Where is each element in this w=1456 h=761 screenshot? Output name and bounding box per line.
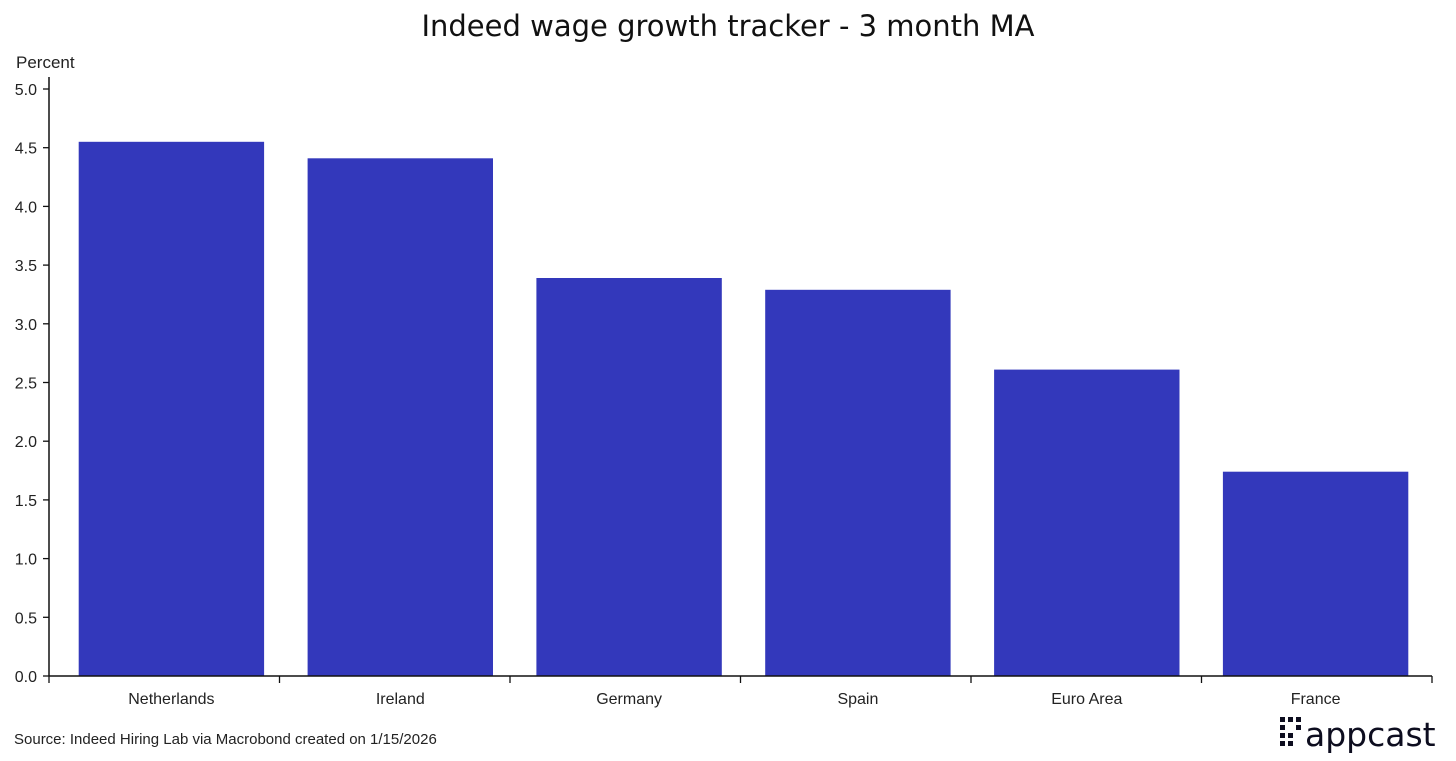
bar-ireland — [307, 158, 493, 677]
x-axis-ticks: Netherlands Ireland Germany Spain Euro Area F… — [48, 676, 1433, 708]
x-tick-label: Netherlands — [128, 691, 214, 708]
x-tick-label: Spain — [837, 691, 878, 708]
y-tick-label: 0.0 — [15, 669, 37, 686]
x-tick-label: Ireland — [376, 691, 425, 708]
bar-euro-area — [994, 369, 1180, 676]
y-tick-label: 4.0 — [15, 199, 37, 216]
y-axis-ticks: 0.0 0.5 1.0 1.5 2.0 2.5 3.0 3.5 4.0 4.5 5.0 — [15, 82, 49, 686]
y-tick-label: 1.0 — [15, 552, 37, 569]
bar-germany — [536, 278, 722, 676]
bar-netherlands — [78, 141, 265, 677]
y-tick-label: 3.5 — [15, 258, 37, 275]
y-tick-label: 4.5 — [15, 141, 37, 158]
y-tick-label: 2.5 — [15, 376, 37, 393]
y-tick-label: 3.0 — [15, 317, 37, 334]
bars-group — [78, 141, 1409, 677]
y-tick-label: 5.0 — [15, 82, 37, 99]
y-tick-label: 0.5 — [15, 610, 37, 627]
chart-title: Indeed wage growth tracker - 3 month MA — [421, 9, 1034, 43]
brand-wordmark: appcast — [1305, 715, 1436, 754]
x-tick-label: Euro Area — [1051, 691, 1122, 708]
x-tick-label: Germany — [596, 691, 662, 708]
y-tick-label: 1.5 — [15, 493, 37, 510]
y-axis-label: Percent — [16, 53, 75, 72]
appcast-logo-icon — [1280, 717, 1301, 746]
source-note: Source: Indeed Hiring Lab via Macrobond … — [14, 731, 437, 748]
y-tick-label: 2.0 — [15, 434, 37, 451]
bar-spain — [765, 289, 951, 676]
bar-france — [1222, 471, 1409, 676]
x-tick-label: France — [1291, 691, 1341, 708]
